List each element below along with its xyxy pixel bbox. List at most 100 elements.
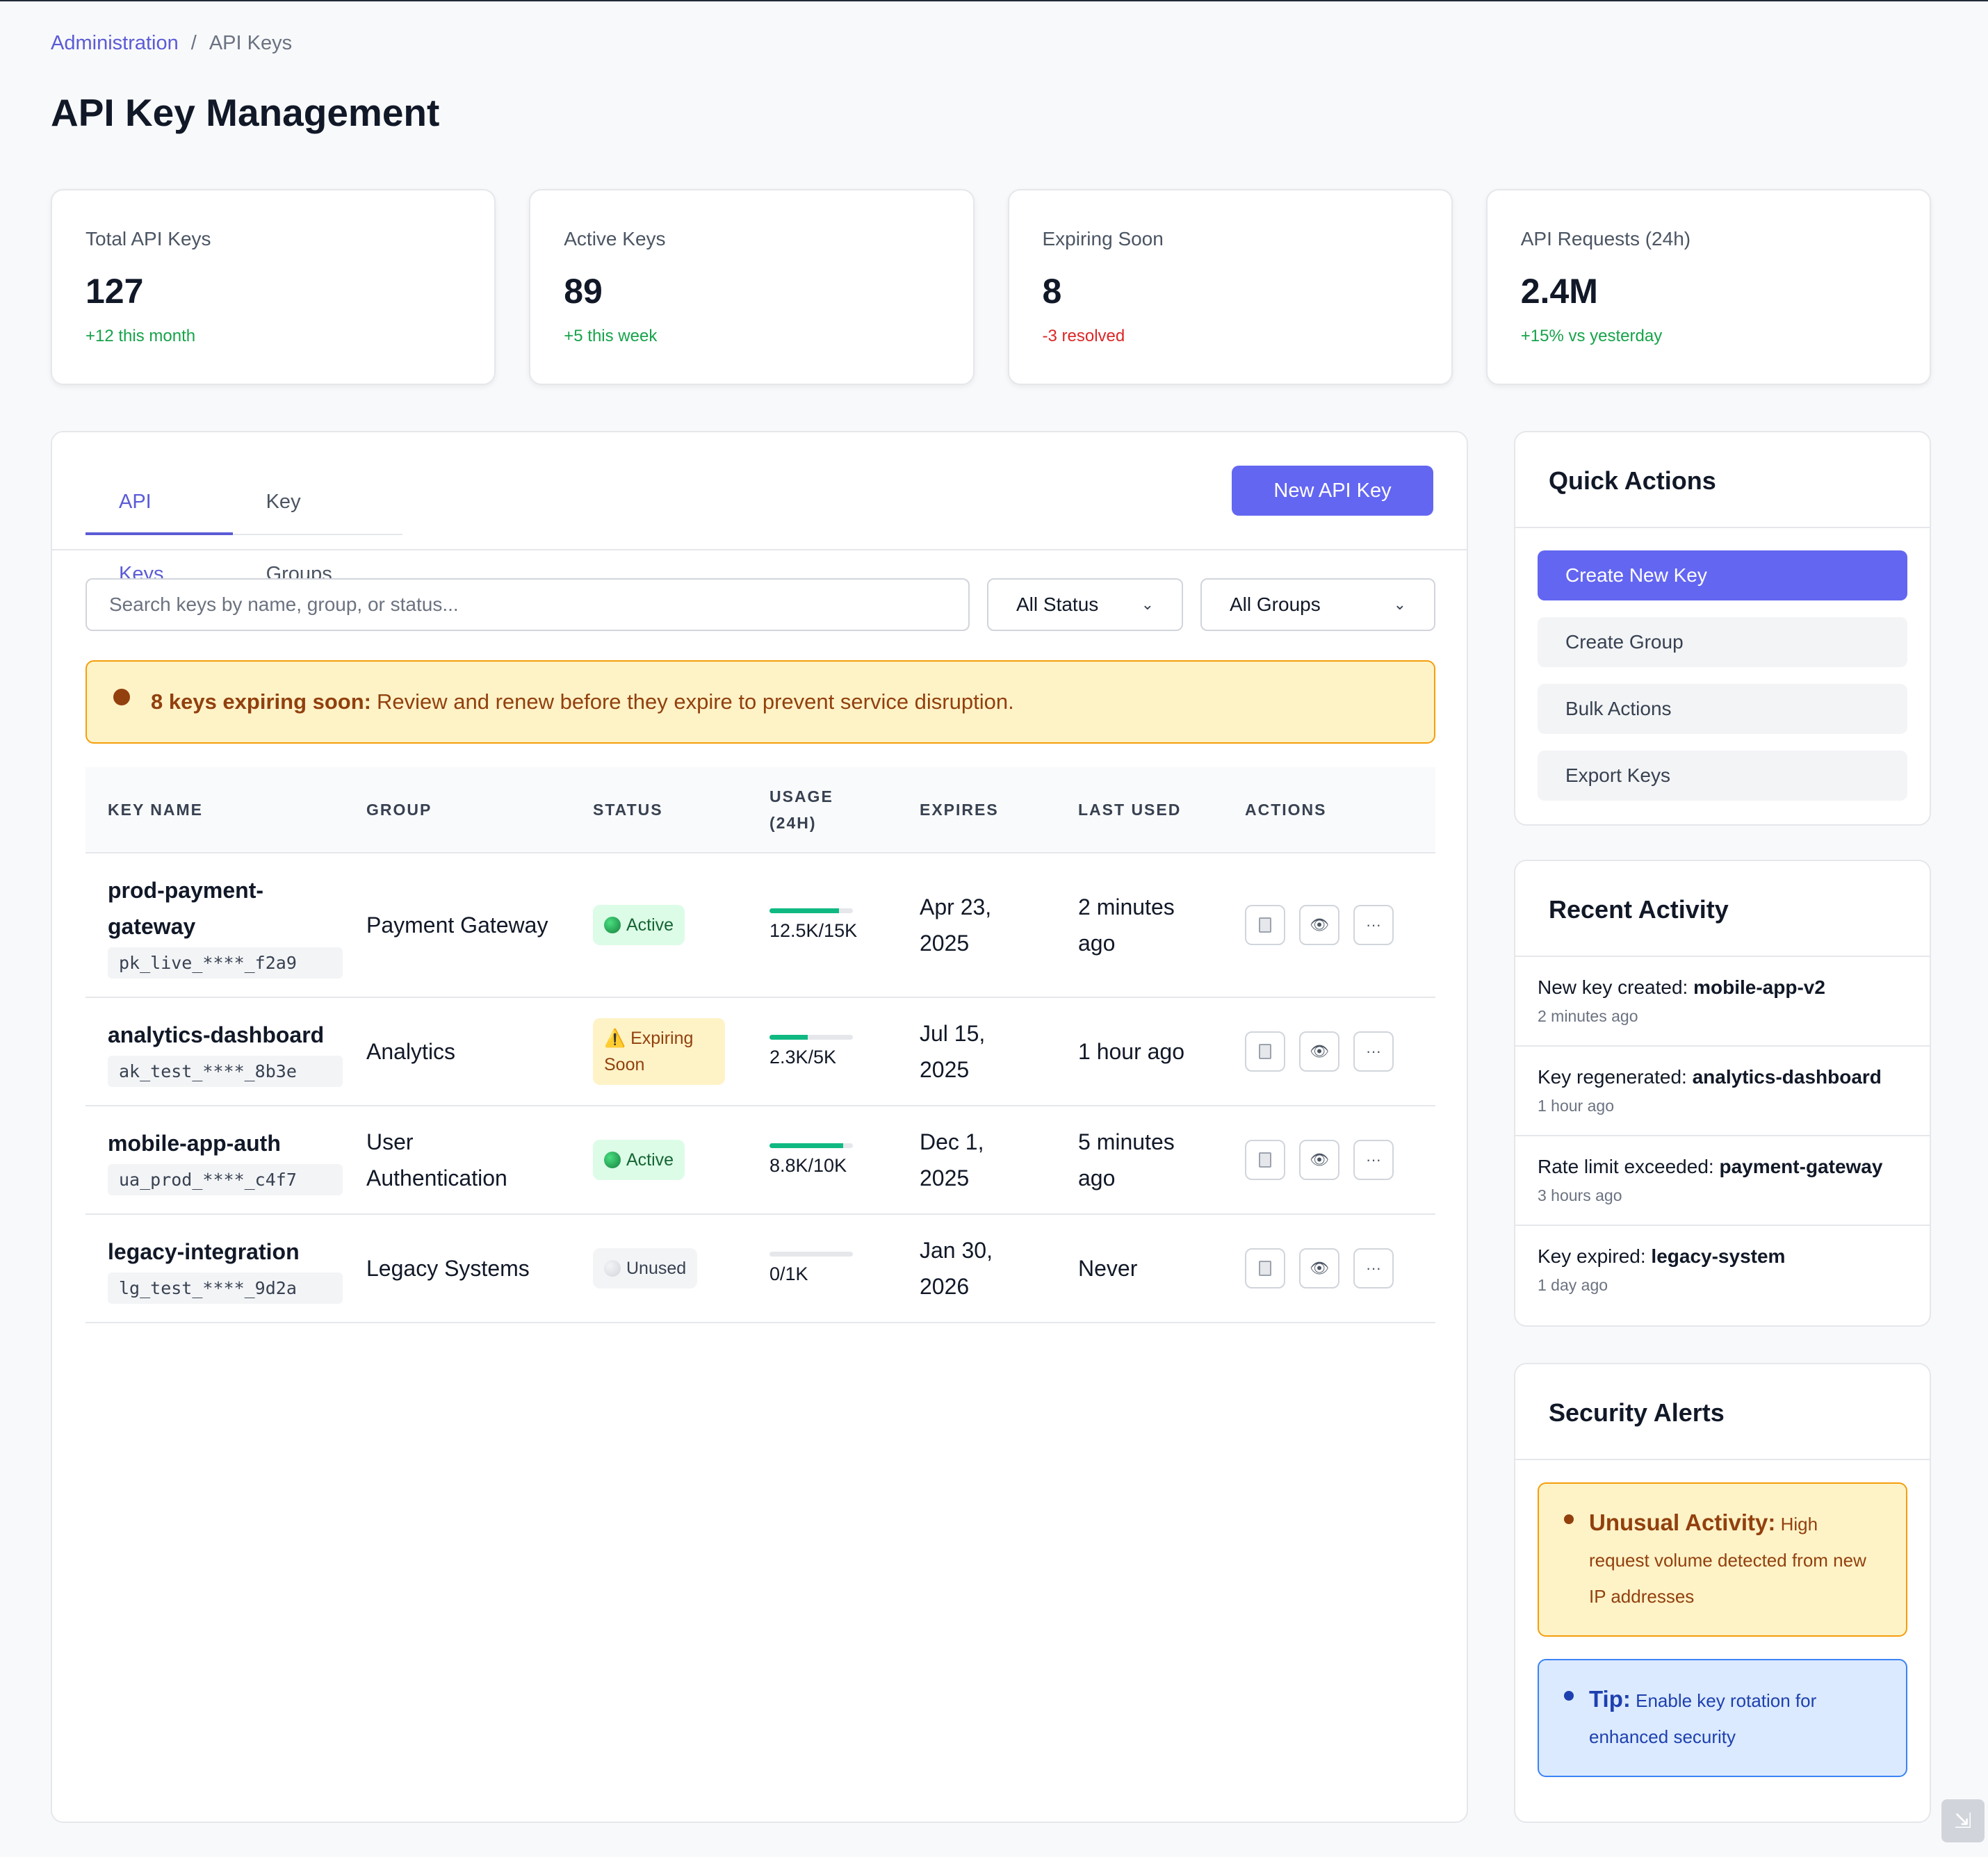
column-header-expires[interactable]: EXPIRES bbox=[920, 801, 999, 819]
key-name[interactable]: legacy-integration bbox=[108, 1234, 366, 1270]
green-circle-icon bbox=[604, 917, 621, 933]
collapse-icon[interactable]: ⇲ bbox=[1941, 1799, 1985, 1842]
key-name[interactable]: analytics-dashboard bbox=[108, 1017, 366, 1053]
status-cell: Unused bbox=[593, 1248, 769, 1289]
key-name-line1: legacy-integration bbox=[108, 1238, 300, 1264]
search-input[interactable] bbox=[85, 578, 970, 631]
breadcrumb-link-administration[interactable]: Administration bbox=[51, 32, 179, 54]
group-line1: Legacy Systems bbox=[366, 1256, 530, 1281]
view-key-button[interactable]: 👁 bbox=[1299, 905, 1339, 945]
expiring-warning-banner: 8 keys expiring soon: Review and renew b… bbox=[85, 660, 1435, 744]
expires-line2: 2025 bbox=[920, 1165, 970, 1191]
tab-api-keys[interactable]: API Keys bbox=[85, 466, 233, 585]
key-name-cell: mobile-app-auth ua_prod_****_c4f7 bbox=[85, 1125, 366, 1195]
status-filter-select[interactable]: All Status ⌄ bbox=[987, 578, 1183, 631]
last-used-cell: 5 minutes ago bbox=[1078, 1124, 1245, 1196]
create-group-button[interactable]: Create Group bbox=[1538, 617, 1907, 667]
activity-time: 1 hour ago bbox=[1538, 1097, 1614, 1115]
status-cell: Active bbox=[593, 905, 769, 945]
column-header-usage[interactable]: USAGE (24H) bbox=[769, 783, 920, 836]
column-header-status[interactable]: STATUS bbox=[593, 801, 663, 819]
security-alert-warning: Unusual Activity: High request volume de… bbox=[1538, 1482, 1907, 1637]
key-name[interactable]: mobile-app-auth bbox=[108, 1125, 366, 1161]
key-name[interactable]: prod-payment- gateway bbox=[108, 872, 366, 944]
breadcrumb: Administration / API Keys bbox=[51, 32, 292, 55]
usage-cell: 8.8K/10K bbox=[769, 1143, 920, 1177]
more-actions-button[interactable]: ··· bbox=[1353, 1248, 1394, 1289]
usage-progress-fill bbox=[769, 1143, 843, 1148]
more-actions-button[interactable]: ··· bbox=[1353, 905, 1394, 945]
column-header-key-name[interactable]: KEY NAME bbox=[108, 801, 203, 819]
last-used-line1: 5 minutes bbox=[1078, 1129, 1175, 1154]
key-code: ak_test_****_8b3e bbox=[108, 1055, 343, 1087]
breadcrumb-current: API Keys bbox=[209, 32, 293, 54]
activity-target: legacy-system bbox=[1651, 1245, 1786, 1267]
last-used-cell: Never bbox=[1078, 1250, 1245, 1286]
export-keys-button[interactable]: Export Keys bbox=[1538, 751, 1907, 801]
bulk-actions-button[interactable]: Bulk Actions bbox=[1538, 684, 1907, 734]
activity-target: payment-gateway bbox=[1719, 1156, 1883, 1177]
column-header-last-used[interactable]: LAST USED bbox=[1078, 801, 1182, 819]
alert-text: High request volume detected from new IP… bbox=[1589, 1514, 1866, 1607]
view-key-button[interactable]: 👁 bbox=[1299, 1248, 1339, 1289]
key-code: pk_live_****_f2a9 bbox=[108, 947, 343, 979]
copy-key-button[interactable] bbox=[1245, 905, 1285, 945]
actions-cell: 👁 ··· bbox=[1245, 1031, 1435, 1072]
column-header-usage-line1: USAGE bbox=[769, 787, 833, 805]
security-alert-tip: Tip: Enable key rotation for enhanced se… bbox=[1538, 1659, 1907, 1777]
key-name-line1: prod-payment- bbox=[108, 877, 263, 903]
stat-delta: +12 this month bbox=[85, 327, 196, 345]
more-actions-button[interactable]: ··· bbox=[1353, 1140, 1394, 1180]
create-new-key-button[interactable]: Create New Key bbox=[1538, 550, 1907, 600]
column-header-usage-line2: (24H) bbox=[769, 814, 817, 832]
warning-banner-text: Review and renew before they expire to p… bbox=[377, 689, 1014, 714]
panel-divider bbox=[52, 549, 1467, 550]
column-header-group[interactable]: GROUP bbox=[366, 801, 432, 819]
view-key-button[interactable]: 👁 bbox=[1299, 1140, 1339, 1180]
last-used-cell: 1 hour ago bbox=[1078, 1033, 1245, 1070]
actions-cell: 👁 ··· bbox=[1245, 905, 1435, 945]
expires-cell: Dec 1, 2025 bbox=[920, 1124, 1078, 1196]
activity-action: Key expired: bbox=[1538, 1245, 1646, 1267]
view-key-button[interactable]: 👁 bbox=[1299, 1031, 1339, 1072]
expires-line1: Jan 30, bbox=[920, 1238, 993, 1263]
copy-key-button[interactable] bbox=[1245, 1248, 1285, 1289]
usage-cell: 0/1K bbox=[769, 1252, 920, 1285]
stat-label: API Requests (24h) bbox=[1520, 228, 1691, 249]
group-filter-select[interactable]: All Groups ⌄ bbox=[1200, 578, 1435, 631]
status-badge: Active bbox=[593, 905, 685, 945]
window-top-border bbox=[0, 0, 1988, 1]
copy-key-button[interactable] bbox=[1245, 1140, 1285, 1180]
stat-card-api-requests: API Requests (24h) 2.4M +15% vs yesterda… bbox=[1485, 189, 1931, 385]
more-actions-button[interactable]: ··· bbox=[1353, 1031, 1394, 1072]
key-code: ua_prod_****_c4f7 bbox=[108, 1163, 343, 1195]
copy-key-button[interactable] bbox=[1245, 1031, 1285, 1072]
status-cell: ⚠️ Expiring Soon bbox=[593, 1018, 769, 1085]
warning-icon: ⚠️ bbox=[604, 1029, 631, 1048]
activity-text: Rate limit exceeded: payment-gateway bbox=[1538, 1156, 1907, 1178]
stat-card-expiring-soon: Expiring Soon 8 -3 resolved bbox=[1007, 189, 1453, 385]
group-cell: Analytics bbox=[366, 1033, 593, 1070]
last-used-cell: 2 minutes ago bbox=[1078, 889, 1245, 961]
usage-progress-fill bbox=[769, 1035, 808, 1040]
last-used-line1: 2 minutes bbox=[1078, 894, 1175, 919]
chevron-down-icon: ⌄ bbox=[1141, 596, 1154, 613]
expires-cell: Jul 15, 2025 bbox=[920, 1015, 1078, 1088]
alert-body: Unusual Activity: High request volume de… bbox=[1589, 1505, 1878, 1614]
more-icon: ··· bbox=[1366, 1151, 1381, 1168]
expires-line2: 2025 bbox=[920, 931, 970, 956]
new-api-key-button[interactable]: New API Key bbox=[1232, 466, 1433, 516]
usage-value: 2.3K/5K bbox=[769, 1047, 837, 1067]
expires-line2: 2025 bbox=[920, 1057, 970, 1082]
api-keys-table: KEY NAME GROUP STATUS USAGE (24H) EXPIRE… bbox=[85, 767, 1435, 1323]
usage-progress-bar bbox=[769, 1143, 853, 1148]
recent-activity-title: Recent Activity bbox=[1515, 861, 1930, 957]
usage-progress-bar bbox=[769, 1252, 853, 1257]
group-line1: Payment Gateway bbox=[366, 913, 548, 938]
activity-item: Key regenerated: analytics-dashboard 1 h… bbox=[1515, 1047, 1930, 1136]
activity-action: Rate limit exceeded: bbox=[1538, 1156, 1714, 1177]
key-name-cell: analytics-dashboard ak_test_****_8b3e bbox=[85, 1017, 366, 1087]
last-used-line2: ago bbox=[1078, 931, 1116, 956]
tab-key-groups[interactable]: Key Groups bbox=[266, 491, 332, 585]
table-row: analytics-dashboard ak_test_****_8b3e An… bbox=[85, 998, 1435, 1106]
